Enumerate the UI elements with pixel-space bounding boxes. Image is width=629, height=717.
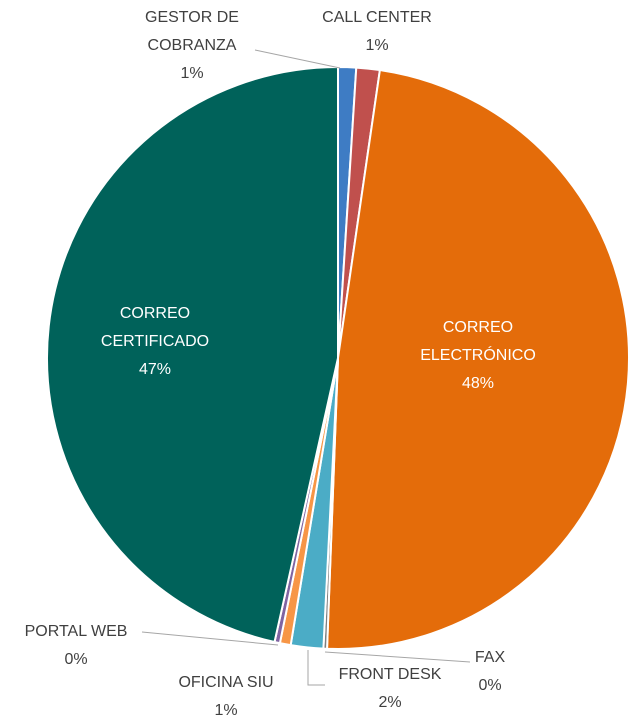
leader-line xyxy=(254,49,341,69)
percent-label: 48% xyxy=(461,375,495,392)
category-name: FAX xyxy=(474,649,506,666)
slice-label: FRONT DESK 2% xyxy=(325,661,455,717)
percent-label: 47% xyxy=(138,361,172,378)
pie-slice xyxy=(325,68,629,650)
leader-line xyxy=(307,650,325,686)
slice-label: OFICINA SIU 1% xyxy=(161,669,291,717)
percent-label: 1% xyxy=(180,65,204,82)
percent-label: 2% xyxy=(378,694,402,711)
leader-line xyxy=(141,631,279,646)
slice-label: CORREO CERTIFICADO 47% xyxy=(75,300,235,384)
percent-label: 1% xyxy=(214,702,238,717)
slice-label: CORREO ELECTRÓNICO 48% xyxy=(398,314,558,398)
category-name: FRONT DESK xyxy=(338,666,442,683)
category-name: OFICINA SIU xyxy=(178,674,274,691)
category-name: CALL CENTER xyxy=(322,9,432,26)
slice-label: FAX 0% xyxy=(460,644,520,700)
leader-line xyxy=(324,651,471,663)
percent-label: 0% xyxy=(64,651,88,668)
category-name: GESTOR DE COBRANZA xyxy=(145,9,239,54)
category-name: PORTAL WEB xyxy=(24,623,128,640)
category-name: CORREO ELECTRÓNICO xyxy=(420,319,536,364)
slice-label: PORTAL WEB 0% xyxy=(6,618,146,674)
pie-slice xyxy=(46,65,339,644)
slice-label: GESTOR DE COBRANZA 1% xyxy=(122,4,262,88)
category-name: CORREO CERTIFICADO xyxy=(100,305,210,350)
slice-label: CALL CENTER 1% xyxy=(307,4,447,60)
percent-label: 1% xyxy=(365,37,389,54)
percent-label: 0% xyxy=(478,677,502,694)
